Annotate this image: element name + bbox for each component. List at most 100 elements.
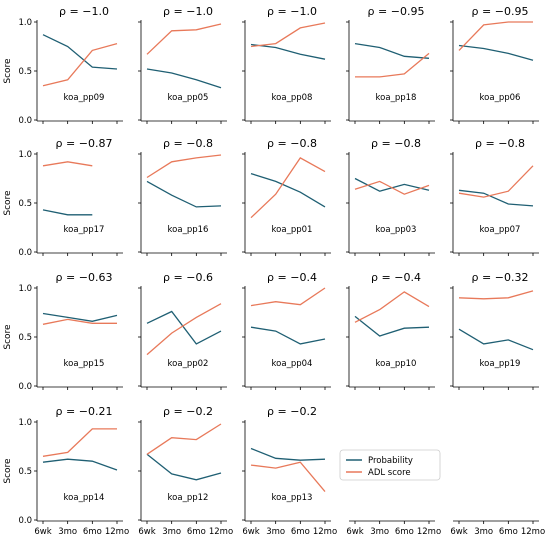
panel-koa_pp09: ρ = −1.0 0.0 0.5 1.0 Score koa_pp09: [3, 5, 123, 126]
patient-id-label: koa_pp18: [376, 93, 417, 103]
y-tick-label: 0.0: [18, 382, 32, 392]
patient-id-label: koa_pp01: [272, 225, 313, 235]
panel-koa_pp14: ρ = −0.21 0.0 0.5 1.0 Score koa_pp14: [3, 405, 123, 526]
series-line-adl-score: [42, 161, 93, 167]
panel-title: ρ = −0.63: [56, 271, 113, 284]
patient-id-label: koa_pp10: [376, 359, 417, 369]
x-tick-label: 6mo: [291, 527, 310, 537]
panel-title: ρ = −0.8: [371, 137, 421, 150]
x-tick-label: 3mo: [162, 527, 181, 537]
series-line-probability: [458, 189, 534, 207]
patient-id-label: koa_pp16: [168, 225, 209, 235]
patient-id-label: koa_pp12: [168, 493, 209, 503]
x-tick-label: 6mo: [499, 527, 518, 537]
patient-id-label: koa_pp07: [480, 225, 521, 235]
panel-koa_pp10: ρ = −0.4 koa_pp10: [346, 271, 435, 390]
panel-title: ρ = −0.8: [267, 137, 317, 150]
series-line-adl-score: [458, 290, 534, 300]
x-tick-label: 6mo: [395, 527, 414, 537]
panel-koa_pp18: ρ = −0.95 koa_pp18: [346, 5, 435, 124]
x-tick-label: 6mo: [187, 527, 206, 537]
patient-id-label: koa_pp14: [64, 493, 105, 503]
series-line-adl-score: [458, 165, 534, 198]
panel-koa_pp03: ρ = −0.8 koa_pp03: [346, 137, 435, 256]
patient-id-label: koa_pp15: [64, 359, 105, 369]
series-line-adl-score: [146, 303, 222, 356]
y-tick-label: 0.5: [18, 67, 32, 77]
patient-id-label: koa_pp02: [168, 359, 209, 369]
y-tick-label: 1.0: [18, 284, 32, 294]
panel-koa_pp19: ρ = −0.32 koa_pp19: [450, 271, 539, 390]
panel-title: ρ = −0.2: [163, 405, 213, 418]
y-axis-label: Score: [3, 458, 13, 484]
series-line-adl-score: [250, 461, 326, 493]
x-tick-label: 12mo: [313, 527, 337, 537]
series-line-probability: [146, 310, 222, 345]
series-line-probability: [250, 43, 326, 60]
series-line-probability: [42, 458, 118, 471]
patient-id-label: koa_pp13: [272, 493, 313, 503]
series-line-probability: [250, 447, 326, 461]
series-line-probability: [42, 312, 118, 322]
panel-title: ρ = −0.4: [267, 271, 317, 284]
legend-label-adl-score: ADL score: [368, 468, 411, 478]
patient-id-label: koa_pp03: [376, 225, 417, 235]
panel-title: ρ = −0.2: [267, 405, 317, 418]
series-line-probability: [354, 315, 430, 337]
x-tick-label: 6wk: [34, 527, 51, 537]
panel-koa_pp06: ρ = −0.95 koa_pp06: [450, 5, 539, 124]
y-tick-label: 0.0: [18, 248, 32, 258]
patient-id-label: koa_pp19: [480, 359, 521, 369]
panel-title: ρ = −1.0: [267, 5, 317, 18]
x-tick-label: 6mo: [83, 527, 102, 537]
y-axis-label: Score: [3, 58, 13, 84]
x-tick-label: 12mo: [209, 527, 233, 537]
series-line-adl-score: [42, 428, 117, 457]
panel-koa_pp02: ρ = −0.6 koa_pp02: [138, 271, 227, 390]
panel-koa_pp07: ρ = −0.8 koa_pp07: [450, 137, 539, 256]
x-tick-label: 3mo: [370, 527, 389, 537]
panel-title: ρ = −0.8: [163, 137, 213, 150]
legend-box: [339, 449, 441, 481]
y-tick-label: 0.5: [18, 333, 32, 343]
panel-koa_pp16: ρ = −0.8 koa_pp16: [138, 137, 227, 256]
x-tick-label: 3mo: [266, 527, 285, 537]
series-line-adl-score: [42, 318, 117, 325]
y-tick-label: 1.0: [18, 18, 32, 28]
panel-koa_pp17: ρ = −0.87 0.0 0.5 1.0 Score koa_pp17: [3, 137, 123, 258]
series-line-probability: [146, 453, 222, 481]
x-tick-label: 6wk: [346, 527, 363, 537]
panel-koa_pp05: ρ = −1.0 koa_pp05: [138, 5, 227, 124]
panel-title: ρ = −0.8: [475, 137, 525, 150]
y-tick-label: 0.5: [18, 467, 32, 477]
series-line-adl-score: [146, 23, 222, 55]
x-tick-label: 12mo: [521, 527, 545, 537]
panel-title: ρ = −0.32: [472, 271, 529, 284]
y-tick-label: 0.0: [18, 516, 32, 526]
y-axis-label: Score: [3, 324, 13, 350]
x-tick-label: 6wk: [450, 527, 467, 537]
y-tick-label: 1.0: [18, 150, 32, 160]
panel-title: ρ = −1.0: [59, 5, 109, 18]
x-tick-label: 6wk: [138, 527, 155, 537]
series-line-adl-score: [250, 287, 326, 307]
legend-label-probability: Probability: [368, 456, 413, 466]
x-tick-label: 12mo: [417, 527, 441, 537]
panel-title: ρ = −0.95: [472, 5, 529, 18]
series-line-adl-score: [355, 52, 430, 78]
legend: Probability ADL score: [339, 449, 441, 481]
series-line-probability: [146, 68, 222, 89]
series-line-probability: [42, 209, 93, 216]
panel-koa_pp13: ρ = −0.2 koa_pp13: [242, 405, 331, 524]
panel-title: ρ = −0.95: [368, 5, 425, 18]
patient-id-label: koa_pp09: [64, 93, 105, 103]
series-line-adl-score: [354, 180, 430, 195]
y-tick-label: 0.5: [18, 199, 32, 209]
panel-koa_pp08: ρ = −1.0 koa_pp08: [242, 5, 331, 124]
series-line-probability: [146, 180, 222, 208]
panel-koa_pp04: ρ = −0.4 koa_pp04: [242, 271, 331, 390]
x-tick-label: 12mo: [105, 527, 129, 537]
patient-id-label: koa_pp06: [480, 93, 521, 103]
series-line-probability: [354, 42, 430, 59]
series-line-probability: [42, 34, 118, 70]
